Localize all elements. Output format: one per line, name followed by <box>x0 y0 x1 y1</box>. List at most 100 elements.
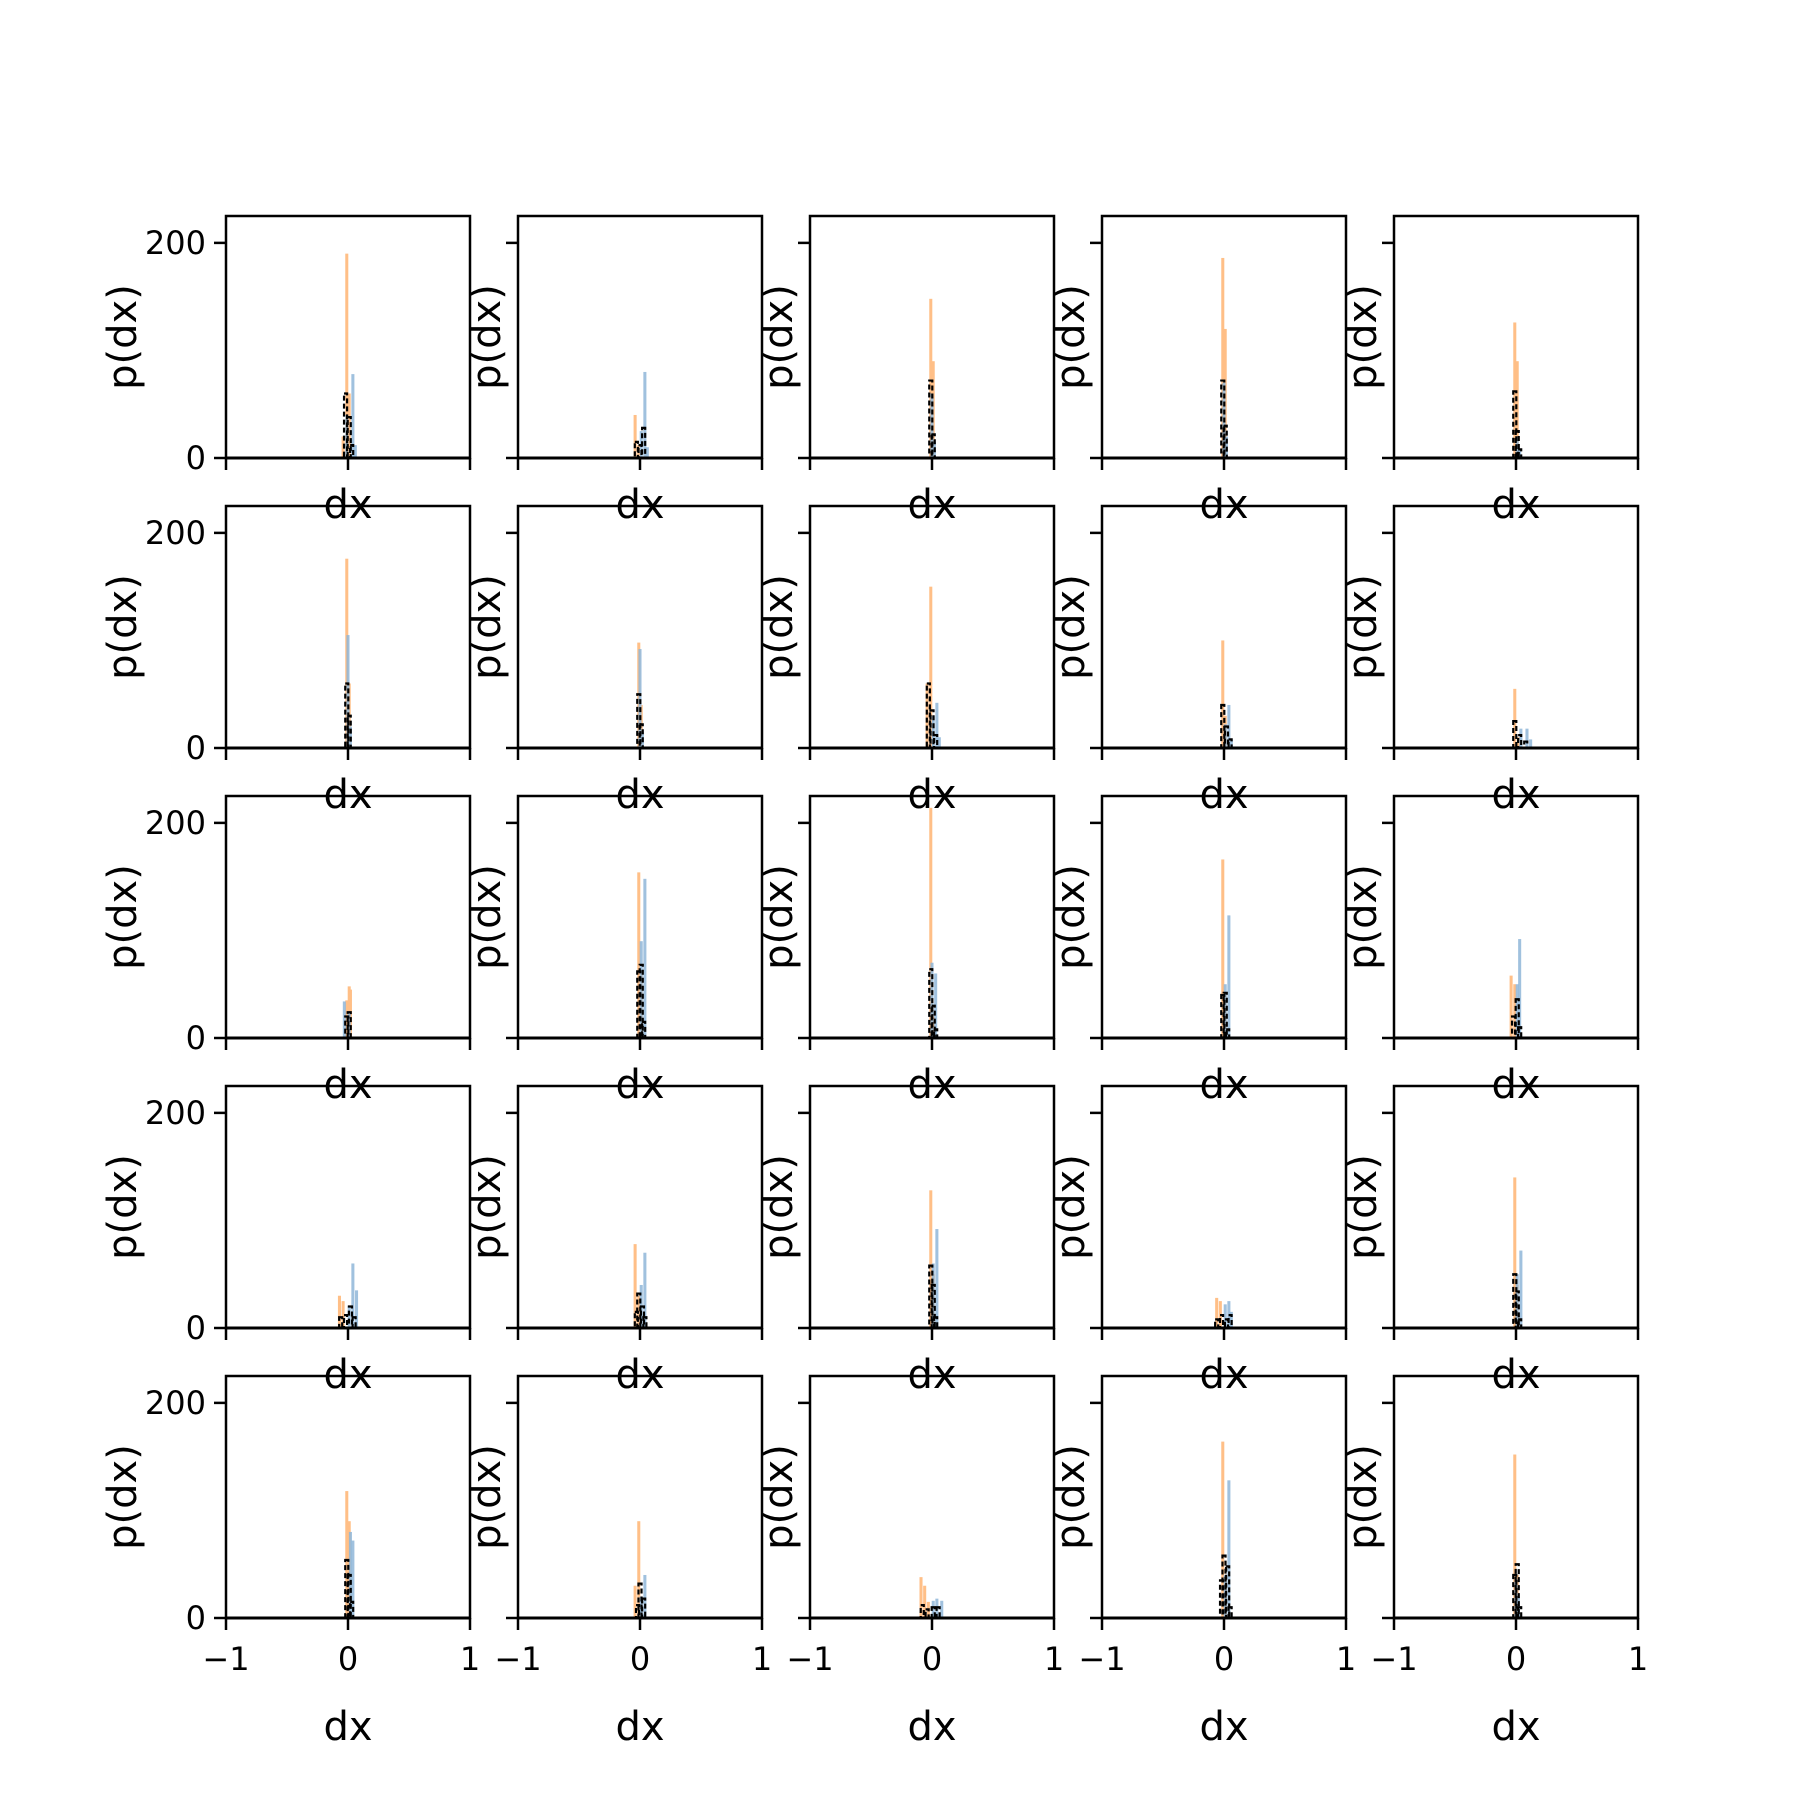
subplot-r2-c3: dxp(dx) <box>756 504 1056 818</box>
axes-frame <box>1100 1084 1348 1330</box>
bar-orange <box>1221 859 1225 1038</box>
y-tick-label: 200 <box>145 804 206 842</box>
bar-black <box>346 1011 352 1040</box>
bar-orange <box>1515 361 1519 458</box>
x-tick-label: 0 <box>338 1640 358 1678</box>
bar-blue <box>351 374 355 458</box>
bar-black <box>642 1316 648 1330</box>
bar-blue <box>935 1229 939 1328</box>
bar-black <box>641 1597 647 1620</box>
x-tick-label: −1 <box>202 1640 249 1678</box>
y-axis-label: p(dx) <box>464 574 510 680</box>
y-tick-label: 200 <box>145 1384 206 1422</box>
bar-orange <box>923 1585 927 1618</box>
bar-orange <box>345 253 349 458</box>
y-axis-label: p(dx) <box>100 1154 146 1260</box>
y-axis-label: p(dx) <box>1340 574 1386 680</box>
bar-black <box>1517 1026 1523 1040</box>
x-tick-label: −1 <box>1078 1640 1125 1678</box>
y-axis-label: p(dx) <box>464 284 510 390</box>
bar-blue <box>342 1001 346 1038</box>
subplot-r4-c3: dxp(dx) <box>756 1084 1056 1398</box>
bar-blue <box>937 737 941 748</box>
axes-frame <box>516 214 764 460</box>
y-tick-label: 200 <box>145 1094 206 1132</box>
bar-orange <box>633 1585 637 1618</box>
bar-blue <box>347 1306 351 1328</box>
x-tick-label: −1 <box>1370 1640 1417 1678</box>
bar-blue <box>1525 728 1529 748</box>
bar-blue <box>643 1252 647 1328</box>
x-axis-label: dx <box>323 1704 372 1750</box>
subplot-r3-c3: dxp(dx) <box>756 794 1056 1108</box>
bar-black <box>351 1316 357 1330</box>
bar-orange <box>929 298 933 458</box>
bar-orange <box>633 414 637 458</box>
y-tick-label: 0 <box>186 1599 206 1637</box>
y-axis-label: p(dx) <box>100 574 146 680</box>
bar-blue <box>1223 1304 1227 1328</box>
bar-blue <box>1519 1250 1523 1328</box>
subplot-r3-c5: dxp(dx) <box>1340 794 1640 1108</box>
bar-black <box>933 1028 939 1040</box>
y-tick-label: 0 <box>186 1309 206 1347</box>
x-tick-label: −1 <box>494 1640 541 1678</box>
axes-frame <box>224 1084 472 1330</box>
bar-blue <box>935 702 939 748</box>
y-axis-label: p(dx) <box>1048 574 1094 680</box>
subplot-r2-c4: dxp(dx) <box>1048 504 1348 818</box>
bar-orange <box>637 1521 641 1618</box>
bar-blue <box>638 649 642 748</box>
bar-blue <box>351 1540 355 1618</box>
bar-blue <box>1518 939 1522 1038</box>
subplot-r2-c5: dxp(dx) <box>1340 504 1640 818</box>
subplot-r3-c4: dxp(dx) <box>1048 794 1348 1108</box>
bar-orange <box>1513 688 1517 748</box>
bar-orange <box>929 1190 933 1328</box>
bar-black <box>930 1283 936 1330</box>
y-axis-label: p(dx) <box>464 1154 510 1260</box>
x-tick-label: 1 <box>1044 1640 1064 1678</box>
y-tick-label: 200 <box>145 514 206 552</box>
x-axis-label: dx <box>1199 1704 1248 1750</box>
x-tick-label: 1 <box>752 1640 772 1678</box>
bar-blue <box>643 371 647 458</box>
y-axis-label: p(dx) <box>1340 1154 1386 1260</box>
bar-orange <box>929 586 933 748</box>
x-tick-label: 0 <box>922 1640 942 1678</box>
bar-blue <box>1529 739 1533 748</box>
bar-orange <box>1513 984 1517 1038</box>
x-tick-label: 0 <box>1214 1640 1234 1678</box>
x-axis-label: dx <box>1491 1704 1540 1750</box>
y-axis-label: p(dx) <box>756 574 802 680</box>
bar-orange <box>345 1491 349 1618</box>
y-tick-label: 0 <box>186 439 206 477</box>
y-axis-label: p(dx) <box>100 1444 146 1550</box>
bar-orange <box>633 1244 637 1328</box>
bar-black <box>344 1558 350 1620</box>
x-axis-label: dx <box>615 1704 664 1750</box>
bar-blue <box>351 1263 355 1328</box>
x-axis-label: dx <box>907 1704 956 1750</box>
bar-black <box>338 1316 344 1330</box>
y-axis-label: p(dx) <box>756 864 802 970</box>
bar-black <box>933 1316 939 1330</box>
subplot-r3-c2: dxp(dx) <box>464 794 764 1108</box>
bar-orange <box>637 872 641 1038</box>
y-axis-label: p(dx) <box>1048 864 1094 970</box>
bar-blue <box>355 1290 359 1328</box>
bar-orange <box>1221 640 1225 748</box>
bar-black <box>1227 738 1233 750</box>
y-axis-label: p(dx) <box>1048 1444 1094 1550</box>
bar-black <box>1227 1606 1233 1620</box>
axes-frame <box>808 1374 1056 1620</box>
bar-blue <box>1515 1274 1519 1328</box>
x-tick-label: 0 <box>630 1640 650 1678</box>
x-tick-label: −1 <box>786 1640 833 1678</box>
bar-orange <box>1215 1297 1219 1328</box>
bar-black <box>930 1606 936 1620</box>
subplot-r2-c2: dxp(dx) <box>464 504 764 818</box>
bar-black <box>935 1606 941 1620</box>
